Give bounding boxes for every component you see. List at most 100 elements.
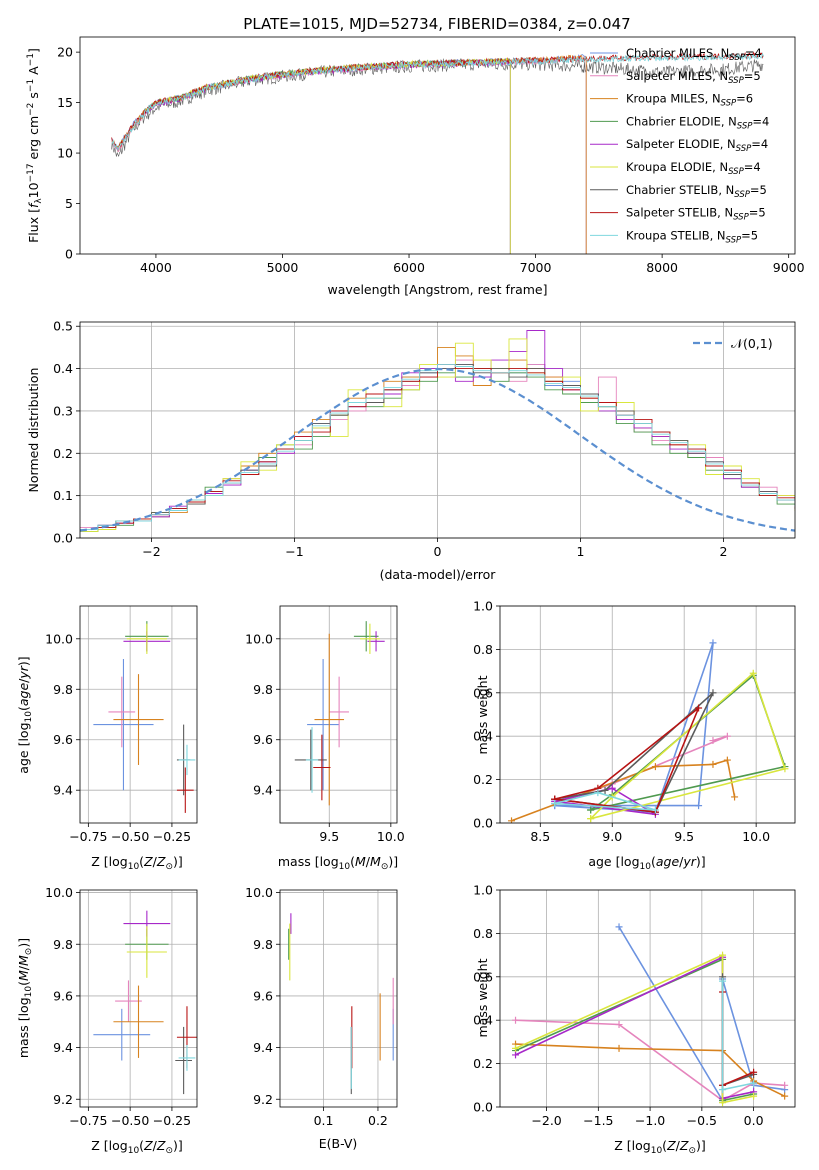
plus-marker [781,1092,789,1100]
y-tick-label: 9.4 [253,1040,273,1055]
weight-vs-z-panel: −2.0 −1.5 −1.0 −0.5 0.0 0.0 0.2 0.4 0.6 0.8 1.0 Z [… [473,883,796,1156]
y-tick-label: 10.0 [45,885,73,900]
spectrum-frame [79,36,796,255]
y-tick-label: 1.0 [473,883,493,898]
y-tick-label: 0.8 [473,642,493,657]
residuals-frame [79,321,796,539]
x-tick-label: 0.1 [314,1113,334,1128]
y-tick-label: 0.5 [53,319,73,334]
residuals-ylabel: Normed distribution [26,368,41,493]
plus-marker [709,689,717,697]
histogram-step-line [80,330,795,530]
plus-marker [512,1016,520,1024]
mass-vs-z-xlabel: Z [log10(Z/Z⊙)] [91,1138,183,1156]
plus-marker [601,786,609,794]
y-tick-label: 0.0 [53,531,73,546]
legend-label: Salpeter ELODIE, NSSP=4 [626,137,768,154]
plus-marker [749,669,757,677]
weight-vs-z-ylabel: mass weight [475,958,490,1037]
mass-vs-z-ylabel: mass [log10(M/M⊙)] [16,938,34,1058]
x-tick-label: 9000 [773,260,805,275]
histogram-step-line [80,338,795,533]
x-tick-label: 8000 [646,260,678,275]
weight-vs-age-frame [499,605,796,824]
x-tick-label: −0.75 [69,829,107,844]
x-tick-label: 9.0 [602,829,622,844]
mass-vs-z-errorbars [93,910,197,1095]
y-tick-label: 0.4 [473,729,493,744]
age-vs-z-panel: −0.75 −0.50 −0.25 9.4 9.6 9.8 10.0 Z [log10(Z/Z… [16,605,198,872]
plus-marker [709,737,717,745]
residuals-xlabel: (data-model)/error [380,567,497,582]
y-tick-label: 0.8 [473,926,493,941]
normal-curve [80,367,795,532]
y-tick-label: 0.4 [53,361,73,376]
age-vs-z-xlabel: Z [log10(Z/Z⊙)] [91,854,183,872]
x-tick-label: −0.5 [687,1113,717,1128]
age-vs-mass-errorbars [294,621,385,806]
weight-vs-age-lines [508,639,789,823]
y-tick-label: 5 [65,196,73,211]
y-tick-label: 0.2 [53,446,73,461]
weight-vs-z-xlabel: Z [log10(Z/Z⊙)] [614,1138,706,1156]
age-vs-z-frame [79,605,198,824]
y-tick-label: 9.2 [253,1092,273,1107]
x-tick-label: −0.50 [111,829,149,844]
spectrum-legend: Chabrier MILES, NSSP=4 Salpeter MILES, NS… [590,46,769,245]
plus-marker [651,806,659,814]
plus-marker [615,923,623,931]
plus-marker [587,806,595,814]
plus-marker [750,1079,758,1087]
plus-marker [608,784,616,792]
x-tick-label: −0.50 [111,1113,149,1128]
age-vs-z-ylabel: age [log10(age/yr)] [16,656,34,773]
x-tick-label: −1.5 [583,1113,613,1128]
age-vs-mass-panel: 9.5 10.0 9.4 9.6 9.8 10.0 mass [log10(M/M⊙)] [245,605,405,872]
y-tick-label: 0.1 [53,488,73,503]
weight-vs-z-frame [499,889,796,1108]
plus-marker [651,763,659,771]
plus-marker [781,765,789,773]
spectrum-ylabel: Flux [fλ10−17 erg cm−2 s−1 A−1] [26,48,44,243]
plus-marker [695,704,703,712]
y-tick-label: 0.3 [53,403,73,418]
y-tick-label: 0.0 [473,816,493,831]
plus-marker [594,789,602,797]
y-tick-label: 0 [65,247,73,262]
weight-vs-age-xlabel: age [log10(age/yr)] [588,854,705,872]
histogram-step-line [80,363,795,530]
y-tick-label: 0.2 [473,772,493,787]
legend-label: Chabrier MILES, NSSP=4 [626,46,762,63]
plus-marker [731,793,739,801]
weight-vs-age-panel: 8.5 9.0 9.5 10.0 0.0 0.2 0.4 0.6 0.8 1.0 age [log1… [473,599,796,872]
age-vs-z-errorbars [93,621,196,813]
x-tick-label: −0.25 [153,1113,191,1128]
legend-label: Kroupa ELODIE, NSSP=4 [626,160,761,177]
y-tick-label: 9.8 [253,682,273,697]
y-tick-label: 10.0 [45,631,73,646]
mass-vs-ebv-frame [279,889,398,1108]
y-tick-label: 0.6 [473,969,493,984]
y-tick-label: 10.0 [245,885,273,900]
x-tick-label: 7000 [520,260,552,275]
plus-marker [723,756,731,764]
histogram-step-line [80,363,795,530]
x-tick-label: 4000 [140,260,172,275]
x-tick-label: −0.25 [153,829,191,844]
plus-marker [512,1044,520,1052]
y-tick-label: 9.6 [53,988,73,1003]
y-tick-label: 9.8 [53,937,73,952]
plus-marker [750,1068,758,1076]
mass-vs-z-frame [79,889,198,1108]
plus-marker [709,760,717,768]
y-tick-label: 0.0 [473,1100,493,1115]
spectrum-panel: 4000 5000 6000 7000 8000 9000 0 5 10 15 20 waveleng… [26,36,805,297]
plus-marker [512,1051,520,1059]
spectrum-series-line [111,52,764,152]
age-vs-mass-xlabel: mass [log10(M/M⊙)] [278,854,398,872]
x-tick-label: 9.5 [319,829,339,844]
x-tick-label: 8.5 [530,829,550,844]
mass-vs-ebv-grid [280,890,397,1107]
residuals-panel: −2 −1 0 1 2 0.0 0.1 0.2 0.3 0.4 0.5 (data-model)/er… [26,319,796,582]
legend-label: Chabrier ELODIE, NSSP=4 [626,114,769,131]
